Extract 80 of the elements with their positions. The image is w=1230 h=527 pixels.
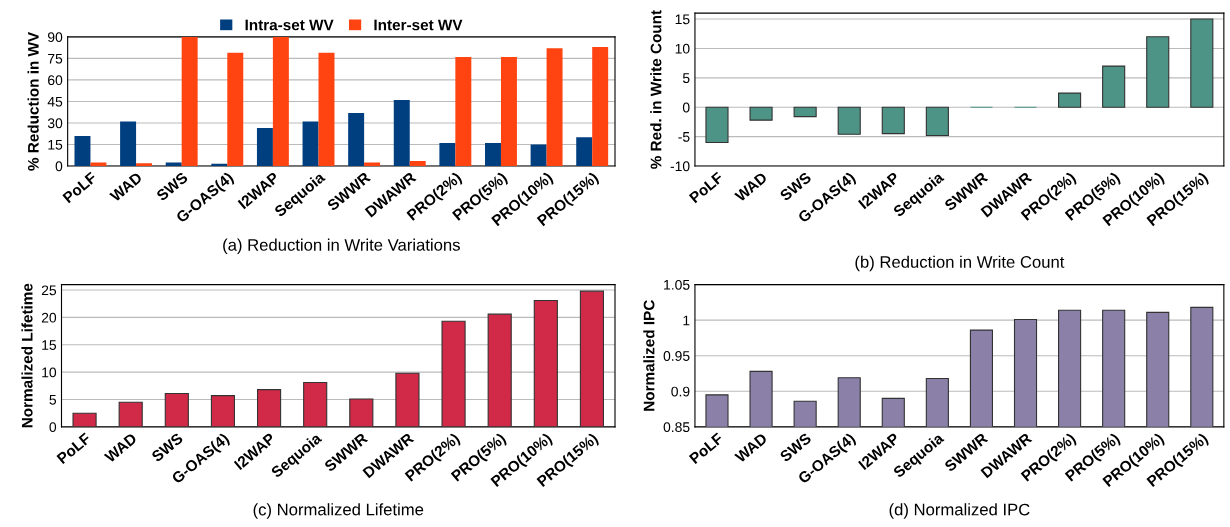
text: (c) Normalized Lifetime [253, 503, 424, 519]
bar [393, 100, 410, 166]
bar [881, 106, 905, 135]
y-tick-label: 1 [683, 315, 690, 326]
y-axis-title: Normalized IPC [643, 300, 655, 411]
bar [455, 56, 472, 166]
bar [303, 381, 328, 427]
y-axis-title: Normalized Lifetime [21, 283, 33, 428]
bar [90, 162, 107, 166]
y-axis-title: % Reduction in WV [27, 31, 39, 171]
y-tick-label: -5 [678, 132, 690, 142]
bar [256, 389, 282, 427]
bar [546, 48, 563, 166]
bar [318, 52, 335, 166]
y-tick-label: 15 [42, 340, 57, 350]
y-tick-label: 0 [682, 102, 690, 113]
y-tick-label: 1.05 [664, 279, 690, 290]
bar [1102, 65, 1126, 108]
bar [409, 160, 426, 166]
bar [1058, 92, 1082, 108]
bar [395, 372, 420, 427]
bar [302, 121, 319, 166]
bar [164, 392, 189, 427]
text: (b) Reduction in Write Count [855, 255, 1065, 272]
y-tick-label: 45 [47, 96, 63, 107]
y-tick-label: 5 [49, 394, 57, 405]
y-tick-label: 0.85 [663, 422, 690, 433]
y-tick-label: 5 [682, 73, 690, 83]
bar [349, 398, 374, 427]
bar [165, 162, 182, 166]
y-tick-label: 75 [48, 53, 63, 64]
y-tick-label: 90 [47, 32, 63, 43]
bar [272, 36, 289, 166]
bar [1190, 18, 1214, 108]
bar [72, 412, 97, 427]
bar [485, 143, 501, 166]
y-tick-label: -10 [670, 161, 690, 172]
bar [364, 162, 381, 166]
y-tick-label: 30 [47, 118, 63, 129]
bar [181, 36, 198, 166]
text: (a) Reduction in Write Variations [223, 238, 460, 255]
bar [837, 106, 861, 135]
bar [579, 290, 605, 427]
bar [211, 163, 228, 166]
y-tick-label: 0.95 [663, 351, 690, 361]
bar [592, 46, 609, 166]
y-tick-label: 15 [675, 14, 690, 25]
y-tick-label: 25 [41, 285, 57, 296]
y-tick-label: 0 [55, 161, 63, 172]
bar [256, 127, 273, 166]
bar [210, 395, 236, 427]
bar [487, 313, 512, 427]
bar [441, 320, 466, 427]
bar [705, 106, 729, 144]
bar [120, 121, 137, 166]
y-tick-label: 20 [41, 312, 57, 323]
bar [749, 106, 773, 121]
bar [500, 56, 517, 166]
y-tick-label: 0 [49, 422, 57, 433]
bar [576, 137, 593, 166]
bar [118, 401, 143, 427]
y-tick-label: 10 [675, 43, 690, 54]
bar [348, 112, 365, 166]
legend-label: Intra-set WV [245, 19, 334, 31]
bar [1146, 36, 1170, 108]
text: (d) Normalized IPC [889, 503, 1030, 519]
legend-label: Inter-set WV [374, 19, 463, 31]
bar [530, 144, 547, 166]
bar [136, 163, 153, 166]
bar [439, 143, 456, 166]
y-axis-title: % Red. in Write Count [650, 10, 662, 169]
y-tick-label: 0.9 [671, 386, 690, 397]
bar [227, 52, 244, 166]
bar [533, 299, 558, 427]
y-tick-label: 10 [42, 367, 57, 378]
bar [925, 106, 949, 136]
bar [793, 106, 817, 118]
y-tick-label: 15 [48, 139, 63, 150]
bar [74, 135, 91, 166]
y-tick-label: 60 [48, 75, 63, 86]
